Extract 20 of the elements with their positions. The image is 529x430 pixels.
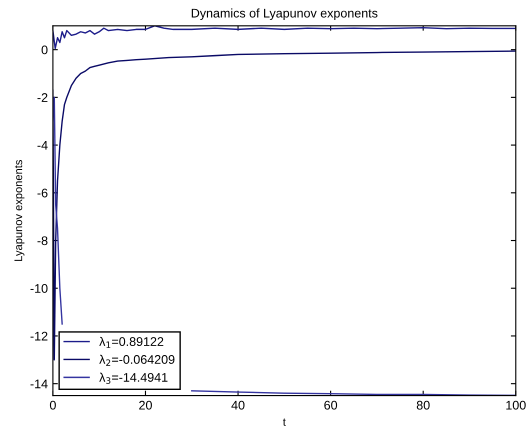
legend-label: λ$_{2}$=-0.064209 xyxy=(99,354,174,366)
x-tick-label: 20 xyxy=(139,400,152,410)
x-tick-label: 0 xyxy=(50,400,56,410)
legend-label: λ$_{1}$=0.89122 xyxy=(99,336,164,348)
x-tick-label: 80 xyxy=(416,400,430,410)
y-tick-label: -12 xyxy=(30,332,48,340)
y-tick-label: -2 xyxy=(37,93,48,102)
y-tick-label: -6 xyxy=(37,188,48,198)
y-tick-label: -8 xyxy=(37,236,48,246)
y-tick-label: -4 xyxy=(37,141,48,150)
y-axis-title: Lyapunov exponents xyxy=(14,160,24,261)
chart-title: Dynamics of Lyapunov exponents xyxy=(192,8,378,20)
y-tick-label: -10 xyxy=(30,284,48,293)
y-tick-label: 0 xyxy=(42,45,48,54)
x-tick-label: 40 xyxy=(231,400,245,410)
x-tick-label: 100 xyxy=(506,400,526,410)
legend-label: λ$_{3}$=-14.4941 xyxy=(99,372,168,384)
y-tick-label: -14 xyxy=(30,380,48,388)
x-axis-title: t xyxy=(282,418,286,426)
x-tick-label: 60 xyxy=(324,400,338,410)
